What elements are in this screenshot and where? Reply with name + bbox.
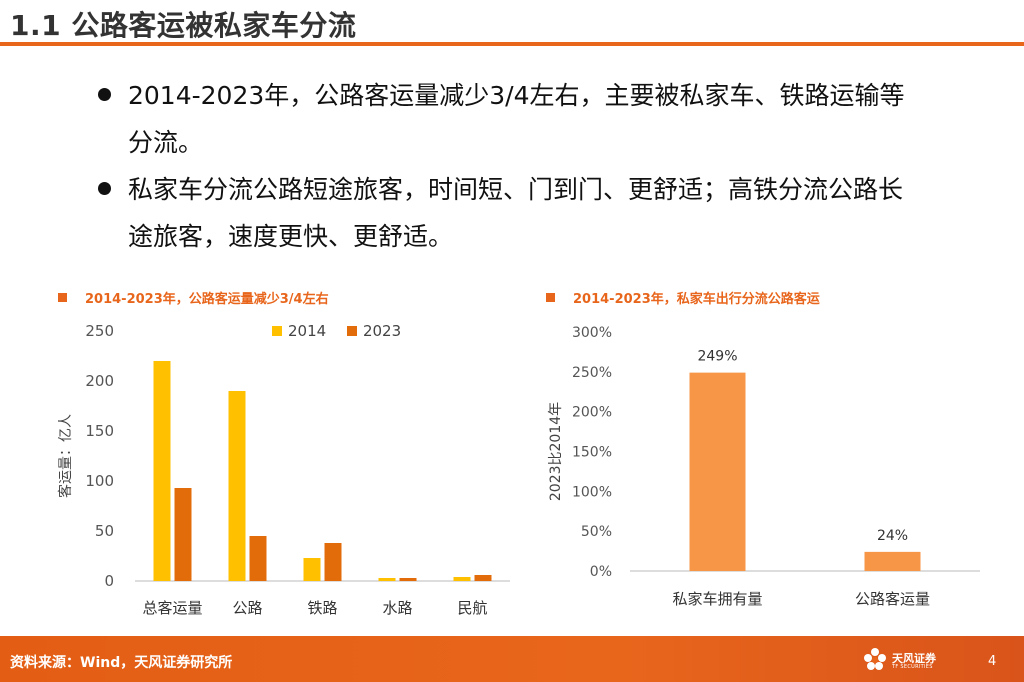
data-label: 24% — [877, 528, 908, 544]
y-axis-label: 2023比2014年 — [548, 402, 564, 501]
data-label: 249% — [697, 349, 737, 365]
x-tick-label: 公路 — [232, 599, 262, 617]
bullet-list: 2014-2023年，公路客运量减少3/4左右，主要被私家车、铁路运输等 分流。… — [96, 72, 976, 260]
page-title: 1.1 公路客运被私家车分流 — [10, 9, 357, 42]
y-tick-label: 50 — [95, 522, 114, 540]
bar-2023-4 — [474, 575, 492, 581]
y-tick-label: 200% — [572, 405, 612, 421]
brand-name: 天风证券 — [892, 652, 936, 665]
bar-2014-3 — [378, 578, 396, 581]
bar-2014-4 — [453, 577, 471, 581]
page-number: 4 — [988, 654, 997, 669]
bar-2023-3 — [399, 578, 417, 581]
y-tick-label: 200 — [85, 372, 114, 390]
legend-item-2014: 2014 — [272, 322, 326, 340]
source-note: 资料来源：Wind，天风证券研究所 — [10, 655, 233, 671]
bar-2023-0 — [174, 488, 192, 581]
y-tick-label: 0 — [104, 572, 114, 590]
y-tick-label: 150% — [572, 445, 612, 461]
y-tick-label: 300% — [572, 325, 612, 341]
bar-2014-0 — [153, 361, 171, 581]
left-chart-title: 2014-2023年，公路客运量减少3/4左右 — [58, 288, 329, 307]
brand-name-en: TF SECURITIES — [892, 664, 933, 670]
y-tick-label: 50% — [581, 524, 612, 540]
y-tick-label: 100 — [85, 472, 114, 490]
bar-1 — [864, 551, 921, 571]
left-chart-legend: 2014 2023 — [272, 322, 417, 340]
bullet-item: 2014-2023年，公路客运量减少3/4左右，主要被私家车、铁路运输等 分流。 — [96, 72, 976, 166]
y-tick-label: 250% — [572, 365, 612, 381]
bullet-text-line: 私家车分流公路短途旅客，时间短、门到门、更舒适；高铁分流公路长 — [128, 175, 904, 204]
square-bullet-icon — [58, 293, 67, 302]
bullet-dot-icon — [98, 182, 111, 195]
legend-item-2023: 2023 — [346, 322, 401, 340]
flower-logo-icon — [864, 648, 886, 670]
bullet-dot-icon — [98, 88, 111, 101]
brand-logo: 天风证券 TF SECURITIES — [862, 646, 942, 674]
right-chart-title: 2014-2023年，私家车出行分流公路客运 — [546, 288, 820, 307]
y-tick-label: 250 — [85, 322, 114, 340]
x-tick-label: 总客运量 — [142, 599, 202, 617]
bar-2023-2 — [324, 543, 342, 581]
footer-bar: 资料来源：Wind，天风证券研究所 天风证券 TF SECURITIES 4 — [0, 636, 1024, 682]
y-axis-label: 客运量：亿人 — [57, 414, 74, 498]
y-tick-label: 0% — [590, 564, 612, 580]
bullet-item: 私家车分流公路短途旅客，时间短、门到门、更舒适；高铁分流公路长 途旅客，速度更快… — [96, 166, 976, 260]
bar-2014-1 — [228, 391, 246, 581]
x-tick-label: 水路 — [382, 599, 412, 617]
bar-2014-2 — [303, 558, 321, 581]
y-tick-label: 100% — [572, 484, 612, 500]
x-tick-label: 铁路 — [307, 599, 337, 617]
x-tick-label: 公路客运量 — [855, 590, 930, 608]
bar-0 — [689, 372, 746, 571]
bullet-text-line: 途旅客，速度更快、更舒适。 — [128, 222, 454, 251]
bullet-text-line: 2014-2023年，公路客运量减少3/4左右，主要被私家车、铁路运输等 — [128, 81, 905, 110]
right-bar-chart: 0% 50% 100% 150% 200% 250% 300% 2023比2014年 249% 私… — [548, 325, 980, 608]
x-tick-label: 民航 — [457, 599, 487, 617]
square-bullet-icon — [546, 293, 555, 302]
legend-swatch-icon — [346, 326, 357, 336]
bar-2023-1 — [249, 536, 267, 581]
y-tick-label: 150 — [85, 422, 114, 440]
bullet-text-line: 分流。 — [128, 128, 204, 157]
legend-swatch-icon — [272, 326, 282, 336]
x-tick-label: 私家车拥有量 — [672, 590, 762, 608]
title-divider — [0, 42, 1024, 46]
